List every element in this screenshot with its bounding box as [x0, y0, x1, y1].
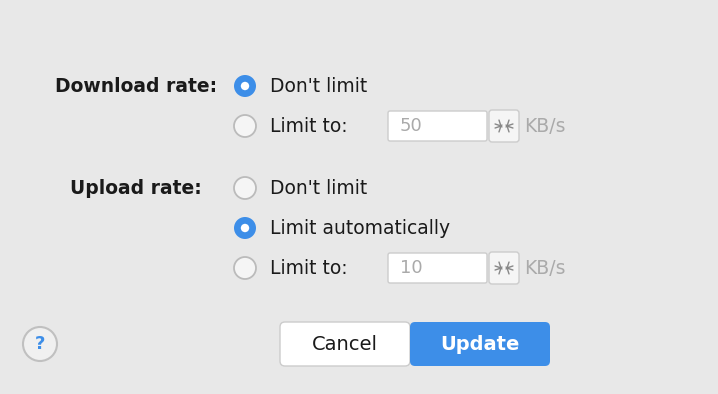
Circle shape [241, 82, 249, 90]
Text: Update: Update [440, 335, 520, 353]
Circle shape [234, 257, 256, 279]
FancyBboxPatch shape [410, 322, 550, 366]
Text: Limit to:: Limit to: [270, 258, 348, 277]
FancyBboxPatch shape [388, 253, 487, 283]
Text: ?: ? [34, 335, 45, 353]
Text: Download rate:: Download rate: [55, 76, 217, 95]
Text: Cancel: Cancel [312, 335, 378, 353]
FancyBboxPatch shape [280, 322, 410, 366]
FancyBboxPatch shape [489, 252, 519, 284]
Circle shape [234, 115, 256, 137]
Circle shape [241, 224, 249, 232]
Text: KB/s: KB/s [524, 117, 566, 136]
Circle shape [23, 327, 57, 361]
Text: 50: 50 [400, 117, 423, 135]
Text: Upload rate:: Upload rate: [70, 178, 202, 197]
Text: Limit to:: Limit to: [270, 117, 348, 136]
Text: KB/s: KB/s [524, 258, 566, 277]
Circle shape [234, 177, 256, 199]
Text: Limit automatically: Limit automatically [270, 219, 450, 238]
Text: Don't limit: Don't limit [270, 76, 367, 95]
Circle shape [234, 217, 256, 239]
FancyBboxPatch shape [388, 111, 487, 141]
FancyBboxPatch shape [489, 110, 519, 142]
Text: 10: 10 [400, 259, 423, 277]
Text: Don't limit: Don't limit [270, 178, 367, 197]
Circle shape [234, 75, 256, 97]
